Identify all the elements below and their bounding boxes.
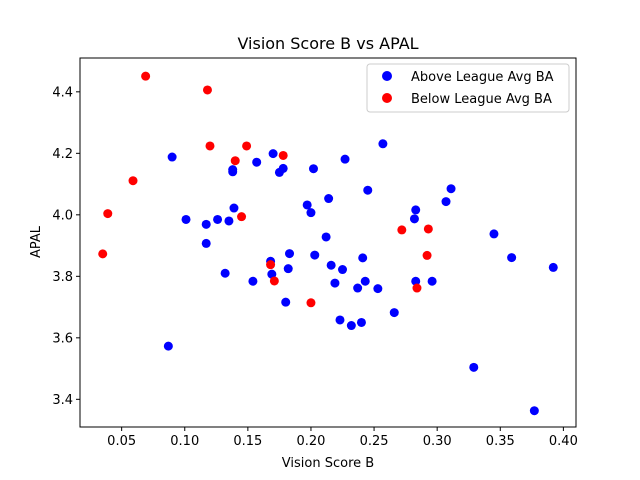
point-below-8 [242, 141, 252, 151]
point-below-4 [202, 85, 212, 95]
y-axis-label: APAL [29, 225, 44, 258]
point-above-38 [373, 284, 383, 294]
x-tick-label-5: 0.30 [423, 434, 452, 449]
point-below-12 [306, 298, 316, 308]
y-tick-label-4: 4.2 [52, 147, 73, 162]
point-below-11 [278, 150, 288, 160]
y-tick-label-5: 4.4 [52, 85, 73, 100]
point-above-24 [310, 250, 320, 260]
points-layer [98, 71, 558, 416]
point-above-6 [220, 268, 230, 278]
point-below-9 [266, 260, 276, 270]
y-axis-ticks: 3.4 3.6 3.8 4.0 4.2 4.4 [52, 85, 80, 408]
legend-marker-below [382, 93, 392, 103]
point-above-39 [378, 139, 388, 149]
point-below-1 [103, 209, 113, 219]
legend: Above League Avg BA Below League Avg BA [366, 63, 570, 113]
x-tick-label-7: 0.40 [549, 434, 578, 449]
plot-frame [79, 57, 577, 428]
y-tick-label-1: 3.6 [52, 331, 73, 346]
point-above-33 [353, 283, 363, 293]
x-tick-label-1: 0.10 [170, 434, 199, 449]
point-above-26 [324, 194, 334, 204]
point-above-44 [427, 276, 437, 286]
point-above-42 [411, 205, 421, 215]
point-above-41 [409, 214, 419, 224]
point-above-36 [360, 276, 370, 286]
point-below-3 [141, 71, 151, 81]
legend-marker-above [382, 71, 392, 81]
point-above-23 [308, 164, 318, 174]
point-above-2 [181, 214, 191, 224]
point-above-3 [201, 219, 211, 229]
point-above-11 [248, 276, 258, 286]
point-above-20 [285, 249, 295, 259]
point-above-35 [358, 253, 368, 263]
point-above-15 [268, 149, 278, 159]
point-above-18 [281, 297, 291, 307]
point-above-30 [338, 265, 348, 275]
point-above-37 [363, 185, 373, 195]
point-above-5 [213, 214, 223, 224]
point-above-22 [306, 208, 316, 218]
x-tick-label-6: 0.35 [486, 434, 515, 449]
x-axis-label: Vision Score B [282, 456, 374, 471]
point-above-51 [548, 262, 558, 272]
x-tick-label-3: 0.20 [296, 434, 325, 449]
point-below-6 [230, 156, 240, 166]
x-tick-label-0: 0.05 [107, 434, 136, 449]
point-above-47 [469, 362, 479, 372]
point-below-14 [412, 283, 422, 293]
x-tick-label-4: 0.25 [360, 434, 389, 449]
point-above-28 [330, 278, 340, 288]
legend-box [366, 63, 570, 113]
point-below-15 [422, 250, 432, 260]
y-tick-label-0: 3.4 [52, 393, 73, 408]
point-above-14 [267, 269, 277, 279]
point-above-49 [507, 253, 517, 263]
point-above-48 [489, 229, 499, 239]
point-below-13 [397, 225, 407, 235]
point-above-50 [529, 406, 539, 416]
point-above-19 [283, 264, 293, 274]
legend-label-below: Below League Avg BA [411, 92, 552, 107]
point-below-7 [237, 212, 247, 222]
point-above-1 [167, 152, 177, 162]
point-above-25 [321, 232, 331, 242]
point-below-10 [269, 276, 279, 286]
point-above-12 [252, 157, 262, 167]
point-above-31 [340, 154, 350, 164]
point-above-4 [201, 238, 211, 248]
y-tick-label-3: 4.0 [52, 208, 73, 223]
point-below-2 [128, 176, 138, 186]
point-above-21 [302, 200, 312, 210]
point-above-10 [229, 203, 239, 213]
point-below-0 [98, 249, 108, 259]
point-above-43 [411, 276, 421, 286]
point-below-5 [205, 141, 215, 151]
point-above-45 [441, 197, 451, 207]
legend-label-above: Above League Avg BA [411, 70, 554, 85]
point-above-0 [163, 341, 173, 351]
point-above-34 [356, 317, 366, 327]
point-above-9 [228, 167, 238, 177]
point-above-32 [346, 321, 356, 331]
point-above-29 [335, 315, 345, 325]
point-above-46 [446, 184, 456, 194]
point-above-27 [326, 260, 336, 270]
point-above-17 [278, 163, 288, 173]
x-tick-label-2: 0.15 [233, 434, 262, 449]
x-axis-ticks: 0.05 0.10 0.15 0.20 0.25 0.30 0.35 0.40 [107, 427, 578, 449]
point-below-16 [423, 224, 433, 234]
point-above-40 [389, 308, 399, 318]
y-tick-label-2: 3.8 [52, 270, 73, 285]
chart-title: Vision Score B vs APAL [237, 34, 418, 53]
point-above-7 [224, 216, 234, 226]
